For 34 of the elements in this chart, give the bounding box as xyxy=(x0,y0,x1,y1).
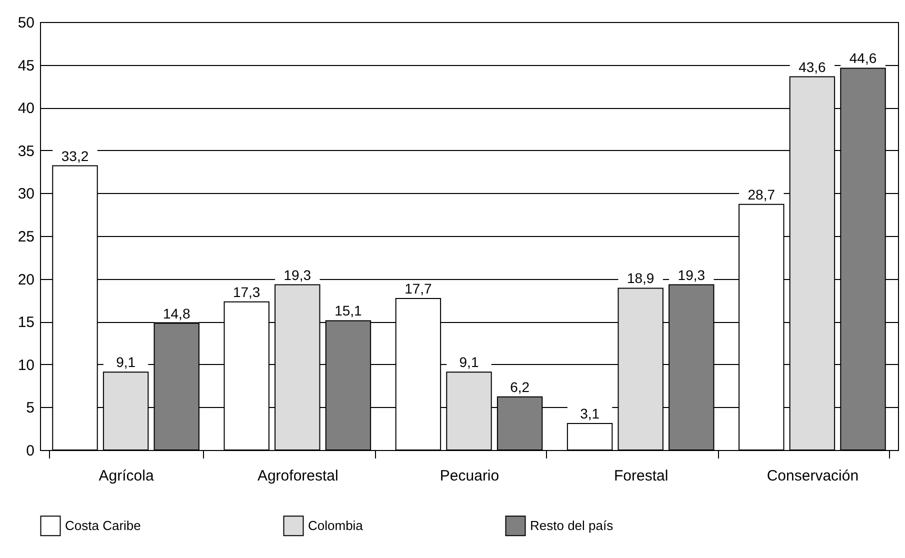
x-tick-label: Pecuario xyxy=(440,468,500,484)
y-tick-label: 45 xyxy=(18,57,34,74)
data-label: 19,3 xyxy=(284,266,312,283)
x-tick-label: Forestal xyxy=(614,468,668,484)
data-label: 15,1 xyxy=(334,302,362,319)
legend-label: Resto del país xyxy=(530,518,614,533)
data-label: 44,6 xyxy=(849,50,877,66)
y-tick-label: 10 xyxy=(18,356,34,374)
legend-label: Colombia xyxy=(308,518,364,533)
y-tick-label: 40 xyxy=(18,100,34,118)
data-label: 17,3 xyxy=(232,284,260,300)
data-label: 33,2 xyxy=(61,148,89,164)
y-tick-label: 20 xyxy=(18,271,34,288)
data-label: 9,1 xyxy=(116,354,136,370)
y-tick-label: 25 xyxy=(18,228,34,246)
y-tick-label: 35 xyxy=(18,142,34,160)
data-label: 43,6 xyxy=(798,58,826,75)
y-tick-label: 50 xyxy=(18,14,34,32)
data-label: 6,2 xyxy=(510,378,530,395)
y-tick-label: 15 xyxy=(18,314,34,332)
data-label: 14,8 xyxy=(162,305,190,322)
x-tick-label: Conservación xyxy=(766,468,859,484)
x-tick-label: Agroforestal xyxy=(257,468,338,484)
y-tick-label: 0 xyxy=(26,442,34,460)
data-label: 19,3 xyxy=(678,266,706,283)
data-label: 28,7 xyxy=(748,186,776,202)
data-label: 18,9 xyxy=(626,270,654,286)
y-tick-label: 5 xyxy=(26,400,34,417)
y-tick-label: 30 xyxy=(18,186,34,203)
data-label: 17,7 xyxy=(404,280,432,296)
x-tick-label: Agrícola xyxy=(98,468,154,484)
legend-label: Costa Caribe xyxy=(65,518,141,533)
data-label: 3,1 xyxy=(580,405,600,422)
data-label: 9,1 xyxy=(459,354,479,370)
